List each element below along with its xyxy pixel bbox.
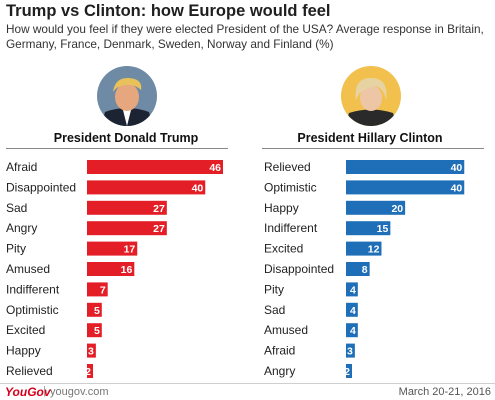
trump-category-label: Optimistic — [6, 303, 59, 317]
clinton-value-label: 15 — [377, 223, 389, 235]
clinton-category-label: Happy — [264, 201, 299, 215]
trump-divider — [6, 148, 228, 149]
clinton-category-label: Angry — [264, 364, 295, 378]
trump-category-label: Sad — [6, 201, 27, 215]
trump-value-label: 17 — [124, 244, 136, 256]
trump-value-label: 27 — [153, 203, 165, 215]
clinton-category-label: Pity — [264, 282, 284, 296]
trump-bar — [87, 282, 108, 297]
clinton-bar — [346, 282, 358, 297]
clinton-photo — [341, 66, 401, 126]
trump-category-label: Angry — [6, 221, 37, 235]
clinton-bar — [346, 302, 358, 317]
clinton-value-label: 40 — [451, 182, 463, 194]
footer-separator: | — [43, 385, 46, 397]
trump-value-label: 27 — [153, 223, 165, 235]
trump-bar — [87, 160, 223, 174]
trump-value-label: 3 — [88, 346, 94, 358]
clinton-bar — [346, 323, 358, 338]
clinton-value-label: 4 — [350, 305, 356, 317]
trump-bar — [87, 221, 167, 236]
trump-value-label: 5 — [94, 325, 100, 337]
clinton-category-label: Optimistic — [264, 180, 317, 194]
trump-bar — [87, 200, 167, 215]
trump-bar — [87, 180, 206, 195]
clinton-value-label: 12 — [368, 244, 380, 256]
trump-bar — [87, 241, 138, 256]
footer-divider — [0, 383, 495, 384]
trump-value-label: 46 — [209, 162, 221, 174]
trump-category-label: Happy — [6, 344, 41, 358]
trump-bar — [87, 323, 102, 338]
trump-category-label: Excited — [6, 323, 45, 337]
clinton-category-label: Sad — [264, 303, 285, 317]
clinton-bar — [346, 364, 352, 378]
trump-category-label: Disappointed — [6, 180, 76, 194]
trump-category-label: Afraid — [6, 160, 37, 174]
trump-bar — [87, 262, 135, 276]
clinton-divider — [262, 148, 484, 149]
trump-photo — [97, 66, 157, 126]
trump-category-label: Amused — [6, 262, 50, 276]
trump-bar — [87, 302, 102, 317]
trump-value-label: 40 — [192, 182, 204, 194]
trump-bar — [87, 364, 93, 378]
clinton-value-label: 8 — [362, 264, 368, 276]
clinton-value-label: 4 — [350, 325, 356, 337]
footer-date: March 20-21, 2016 — [398, 386, 491, 398]
trump-category-label: Indifferent — [6, 282, 60, 296]
clinton-bar — [346, 221, 391, 236]
clinton-value-label: 4 — [350, 284, 356, 296]
trump-category-label: Relieved — [6, 364, 53, 378]
clinton-category-label: Disappointed — [264, 262, 334, 276]
clinton-bar — [346, 200, 406, 215]
clinton-panel-title: President Hillary Clinton — [297, 131, 443, 145]
clinton-category-label: Relieved — [264, 160, 311, 174]
clinton-category-label: Amused — [264, 323, 308, 337]
trump-bar — [87, 343, 96, 358]
clinton-bar — [346, 262, 370, 276]
clinton-category-label: Afraid — [264, 344, 295, 358]
trump-value-label: 7 — [100, 284, 106, 296]
clinton-value-label: 3 — [347, 346, 353, 358]
clinton-value-label: 20 — [391, 203, 403, 215]
trump-value-label: 16 — [121, 264, 133, 276]
clinton-value-label: 40 — [451, 162, 463, 174]
chart-subtitle: How would you feel if they were elected … — [6, 22, 484, 51]
trump-value-label: 2 — [85, 366, 91, 378]
clinton-category-label: Excited — [264, 242, 303, 256]
trump-category-label: Pity — [6, 242, 26, 256]
clinton-bar — [346, 241, 382, 256]
clinton-value-label: 2 — [344, 366, 350, 378]
trump-panel-title: President Donald Trump — [53, 131, 199, 145]
trump-value-label: 5 — [94, 305, 100, 317]
clinton-bar — [346, 180, 465, 195]
clinton-bar — [346, 160, 465, 174]
chart-title: Trump vs Clinton: how Europe would feel — [6, 2, 331, 20]
clinton-bar — [346, 343, 355, 358]
footer-site[interactable]: yougov.com — [50, 386, 109, 398]
clinton-category-label: Indifferent — [264, 221, 318, 235]
yougov-logo: YouGov — [5, 385, 51, 399]
